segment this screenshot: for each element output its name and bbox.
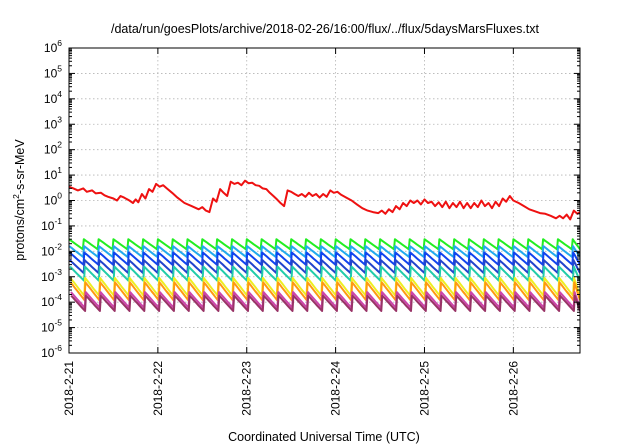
x-tick-label: 2018-2-25 — [417, 361, 431, 416]
y-tick-base: 10 — [44, 143, 58, 157]
y-tick-exponent: 4 — [57, 89, 62, 99]
y-tick-label: 106 — [44, 38, 62, 55]
y-tick-exponent: 3 — [57, 114, 62, 124]
y-axis-label-rest: -s-sr-MeV — [13, 139, 27, 195]
x-tick-label: 2018-2-21 — [62, 361, 76, 416]
y-tick-base: 10 — [41, 295, 55, 309]
y-tick-exponent: -4 — [54, 292, 62, 302]
chart-title: /data/run/goesPlots/archive/2018-02-26/1… — [111, 22, 540, 36]
x-tick-label: 2018-2-26 — [506, 361, 520, 416]
series-line-9 — [70, 294, 580, 312]
y-tick-base: 10 — [44, 66, 58, 80]
y-tick-base: 10 — [41, 270, 55, 284]
y-tick-label: 10-2 — [41, 241, 62, 258]
x-tick-label: 2018-2-24 — [329, 361, 343, 416]
y-tick-base: 10 — [44, 117, 58, 131]
y-tick-base: 10 — [44, 41, 58, 55]
y-tick-base: 10 — [41, 346, 55, 360]
y-tick-label: 101 — [44, 165, 62, 182]
y-axis-label: protons/cm2-s-sr-MeV — [11, 139, 27, 261]
y-tick-exponent: 1 — [57, 165, 62, 175]
y-tick-exponent: 2 — [57, 140, 62, 150]
y-tick-exponent: -6 — [54, 343, 62, 353]
y-tick-label: 105 — [44, 63, 62, 80]
y-tick-label: 10-1 — [41, 216, 62, 233]
y-tick-label: 10-6 — [41, 343, 62, 360]
y-axis-label-main: protons/cm — [13, 199, 27, 261]
series-line-6 — [69, 276, 580, 297]
y-tick-label: 10-5 — [41, 318, 62, 335]
y-tick-label: 104 — [44, 89, 62, 106]
y-tick-exponent: -3 — [54, 267, 62, 277]
y-tick-exponent: 5 — [57, 63, 62, 73]
series-line-5 — [69, 265, 580, 282]
series-line-3 — [69, 251, 580, 266]
y-tick-exponent: 0 — [57, 191, 62, 201]
series-line-4 — [69, 259, 580, 274]
y-tick-exponent: -1 — [54, 216, 62, 226]
y-tick-label: 103 — [44, 114, 62, 131]
tick-layer — [68, 47, 580, 354]
x-tick-label: 2018-2-23 — [240, 361, 254, 416]
y-tick-label: 100 — [44, 191, 62, 208]
y-tick-base: 10 — [44, 168, 58, 182]
y-tick-base: 10 — [41, 321, 55, 335]
series-line-8 — [70, 291, 580, 309]
series-line-0 — [69, 179, 580, 221]
series-layer — [69, 179, 580, 312]
x-tick-label: 2018-2-22 — [151, 361, 165, 416]
y-tick-label: 102 — [44, 140, 62, 157]
y-tick-exponent: -5 — [54, 318, 62, 328]
y-tick-label: 10-3 — [41, 267, 62, 284]
grid-layer — [69, 48, 580, 353]
y-tick-base: 10 — [41, 244, 55, 258]
series-line-2 — [69, 245, 580, 258]
x-axis-label: Coordinated Universal Time (UTC) — [228, 430, 420, 444]
y-tick-base: 10 — [41, 219, 55, 233]
x-tick-labels: 2018-2-21 2018-2-22 2018-2-23 2018-2-24 2018… — [62, 361, 520, 416]
y-tick-base: 10 — [44, 92, 58, 106]
y-tick-exponent: 6 — [57, 38, 62, 48]
y-tick-base: 10 — [44, 194, 58, 208]
y-tick-exponent: -2 — [54, 241, 62, 251]
series-line-1 — [69, 238, 580, 251]
y-tick-label: 10-4 — [41, 292, 62, 309]
series-line-7 — [69, 281, 580, 302]
y-axis-label-sup: 2 — [11, 194, 21, 199]
y-tick-labels: 10-610-510-410-310-210-11001011021031041… — [41, 38, 62, 360]
